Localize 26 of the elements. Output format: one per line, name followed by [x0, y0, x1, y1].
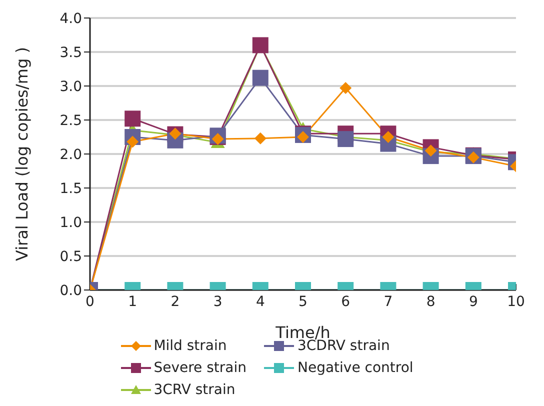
legend-label: 3CRV strain	[154, 382, 236, 398]
y-tick-label: 0.0	[60, 282, 82, 299]
x-tick-label: 4	[256, 294, 265, 310]
x-tick-label: 2	[170, 294, 180, 310]
x-tick-label: 1	[128, 294, 138, 310]
y-tick-label: 3.5	[60, 44, 82, 61]
y-tick-label: 1.0	[60, 214, 82, 231]
y-tick-label: 4.0	[60, 10, 82, 27]
legend-label: Negative control	[297, 360, 414, 376]
y-tick-label: 2.0	[60, 146, 82, 163]
y-tick-label: 0.5	[60, 248, 82, 265]
legend-label: Severe strain	[154, 360, 246, 376]
x-tick-label: 10	[507, 294, 525, 310]
x-tick-label: 9	[468, 294, 478, 310]
y-tick-label: 3.0	[60, 78, 82, 95]
x-tick-label: 8	[426, 294, 436, 310]
x-tick-label: 3	[213, 294, 222, 310]
y-tick-label: 1.5	[60, 180, 82, 197]
x-tick-label: 0	[86, 294, 94, 310]
x-tick-label: 5	[298, 294, 308, 310]
y-axis-title: Viral Load (log copies/mg )	[12, 47, 32, 261]
legend-label: Mild strain	[154, 338, 227, 354]
x-tick-label: 7	[384, 294, 393, 310]
legend-label: 3CDRV strain	[297, 338, 390, 354]
y-tick-label: 2.5	[60, 112, 82, 129]
x-tick-label: 6	[341, 294, 350, 310]
